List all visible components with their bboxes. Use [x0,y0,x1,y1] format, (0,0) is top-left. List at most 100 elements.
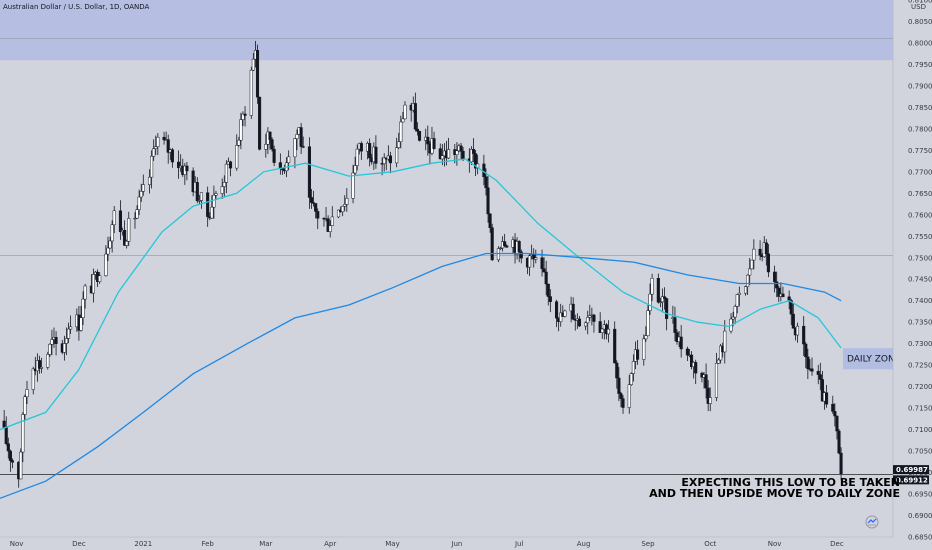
candle-219 [636,339,640,365]
candle-body [123,230,127,246]
candle-body [810,368,814,372]
candle-body [268,131,272,140]
candle-257 [748,258,752,286]
candle-body [650,277,654,295]
candle-46 [135,205,139,219]
candle-body [496,248,500,261]
candle-187 [544,260,548,296]
candle-38 [110,220,114,253]
candle-body [314,203,318,212]
candle-80 [235,134,239,171]
candle-72 [210,195,214,219]
candle-body [199,192,203,201]
candle-body [665,298,669,319]
candle-288 [837,429,841,455]
candle-6 [19,448,23,480]
candle-body [299,127,303,147]
candle-body [330,216,334,226]
candle-body [787,296,791,301]
candle-body [559,312,563,322]
candle-body [98,275,102,282]
candle-264 [766,244,770,278]
candle-body [474,153,478,169]
candle-body [498,247,503,250]
candle-19 [54,331,58,356]
candle-255 [744,285,748,296]
candle-body [251,58,255,71]
candle-142 [413,92,417,132]
candle-143 [415,122,419,136]
candle-body [833,411,837,417]
candle-194 [563,309,567,318]
candle-body [685,348,689,356]
candle-body [152,148,156,157]
candle-256 [746,274,750,295]
candle-243 [706,380,710,412]
candle-body [79,317,83,331]
candle-body [750,259,754,270]
candle-109 [316,208,320,230]
candle-body [237,139,241,146]
candle-100 [293,138,297,169]
candle-body [382,157,386,164]
candle-body [417,131,422,141]
candle-body [584,322,588,327]
x-tick-label: Apr [324,540,336,548]
candle-144 [417,130,422,142]
supply-zone [0,0,893,61]
candle-239 [694,359,698,385]
candle-234 [679,324,683,358]
candle-body [127,218,131,242]
candle-274 [795,322,800,343]
candle-124 [359,141,363,160]
candle-54 [156,133,160,156]
candle-227 [660,288,665,313]
candle-body [600,328,604,333]
candle-105 [307,137,311,209]
candle-14 [39,357,44,374]
candle-body [137,196,141,210]
candle-body [415,128,419,132]
candle-89 [258,96,262,151]
candle-body [6,443,10,452]
candle-162 [471,138,476,163]
candle-156 [455,142,459,166]
candle-52 [152,139,156,161]
daily-zone-label: DAILY ZONE [847,355,901,365]
candle-104 [301,136,305,149]
candle-body [781,293,785,298]
candle-body [355,148,359,166]
candle-body [660,296,665,303]
candle-117 [341,205,345,217]
candle-289 [839,447,843,481]
candle-body [773,271,777,283]
candle-body [658,301,662,303]
candle-body [4,426,8,444]
candle-body [39,367,44,369]
candle-65 [191,167,195,197]
candle-body [241,113,245,120]
candle-76 [222,175,226,197]
candle-body [19,451,23,480]
candle-body [586,317,590,324]
candle-body [249,69,253,116]
candle-10 [31,366,35,395]
candle-body [555,301,559,319]
candle-281 [818,362,822,391]
candle-body [64,338,69,344]
candle-106 [309,189,314,209]
candle-88 [255,44,260,104]
candle-81 [237,136,241,147]
candle-body [328,225,332,232]
x-tick-label: 2021 [134,540,152,548]
candle-body [690,354,694,367]
candle-212 [617,366,621,402]
